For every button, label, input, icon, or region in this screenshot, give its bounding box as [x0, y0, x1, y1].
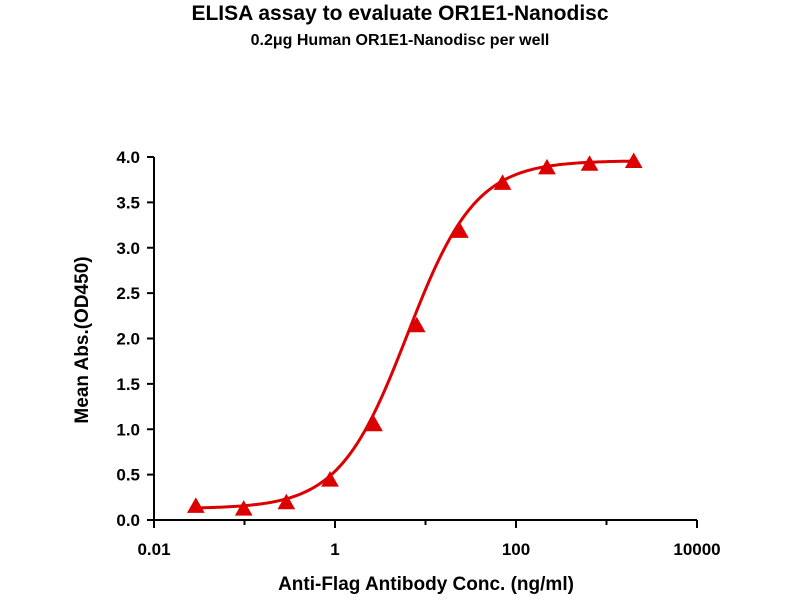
data-points-layer [186, 152, 643, 516]
data-point-marker [407, 316, 426, 333]
y-tick-label: 1.0 [116, 420, 140, 439]
axes: 0.0 0.5 1.0 1.5 2.0 2.5 3.0 3.5 4.0 0.01 1 100 10000 [116, 148, 720, 559]
y-tick-label: 0.5 [116, 466, 140, 485]
chart-title: ELISA assay to evaluate OR1E1-Nanodisc [191, 2, 609, 25]
x-tick-label: 10000 [673, 540, 720, 559]
fit-curve [195, 159, 634, 510]
y-tick-label: 3.0 [116, 239, 140, 258]
x-tick-label: 0.01 [137, 540, 170, 559]
data-point-marker [365, 415, 383, 432]
data-point-marker [624, 152, 643, 169]
data-point-marker [451, 222, 469, 238]
data-point-marker [538, 158, 556, 175]
x-tick-label: 100 [502, 540, 530, 559]
data-point-marker [321, 471, 339, 487]
y-tick-label: 4.0 [116, 148, 140, 167]
y-axis-title: Mean Abs.(OD450) [72, 256, 93, 423]
data-point-marker [277, 493, 296, 510]
data-point-marker [580, 155, 599, 171]
data-point-marker [493, 174, 512, 190]
data-point-marker [186, 497, 205, 513]
chart-subtitle: 0.2μg Human OR1E1-Nanodisc per well [250, 32, 550, 49]
y-tick-label: 0.0 [116, 511, 140, 530]
fit-curve-layer [195, 159, 634, 510]
x-tick-label: 1 [330, 540, 339, 559]
data-point-marker [234, 500, 253, 516]
x-axis-title: Anti-Flag Antibody Conc. (ng/ml) [278, 574, 574, 595]
y-tick-label: 1.5 [116, 375, 140, 394]
y-tick-label: 2.5 [116, 284, 140, 303]
y-tick-label: 2.0 [116, 330, 140, 349]
y-tick-label: 3.5 [116, 193, 140, 212]
